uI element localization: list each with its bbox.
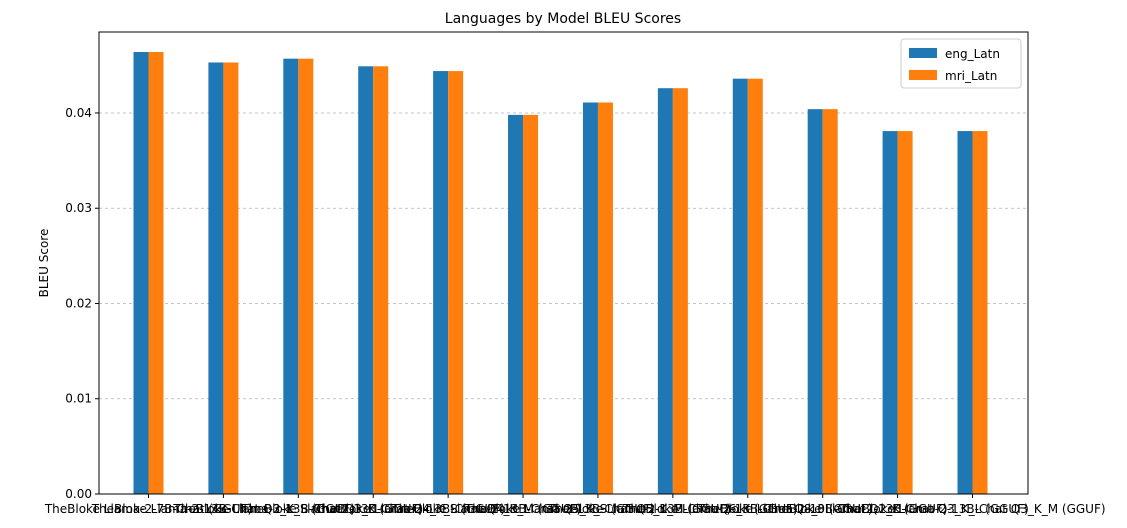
bar-mri-latn-2 xyxy=(223,62,239,494)
bar-mri-latn-6 xyxy=(523,114,539,494)
x-tick-label: TheBloke Llama-2-13B-Chat Q8_0 (GGUF) xyxy=(622,502,873,516)
x-tick-label: TheBloke Llama-2-13B-Chat Q6_K (GGUF) xyxy=(547,502,798,516)
bar-eng-latn-9 xyxy=(732,78,748,495)
grid-lines xyxy=(99,112,1028,400)
bar-mri-latn-7 xyxy=(597,102,613,494)
bar-mri-latn-4 xyxy=(373,66,389,494)
bar-eng-latn-1 xyxy=(133,52,149,495)
x-tick-label: TheBloke Llama-2-13B-Chat Q3_K (GGUF) xyxy=(172,502,423,516)
x-axis-ticks: TheBloke Llama-2-7B-Chat (GGUF)TheBloke … xyxy=(44,494,1106,516)
bar-mri-latn-3 xyxy=(298,58,314,494)
bar-eng-latn-2 xyxy=(208,62,224,494)
bar-eng-latn-11 xyxy=(882,131,898,494)
y-tick-label: 0.00 xyxy=(65,487,92,501)
y-tick-label: 0.04 xyxy=(65,106,92,120)
y-tick-label: 0.01 xyxy=(65,392,92,406)
x-tick-label: TheBloke Llama-2-13B-Chat Q4_K_M (GGUF) xyxy=(314,502,581,516)
x-tick-label: TheBloke Llama-2-7B-Chat (GGUF) xyxy=(44,502,252,516)
x-tick-label: TheBloke Llama-2-13B-Chat Q3_K_S (GGUF) xyxy=(91,502,355,516)
bar-mri-latn-12 xyxy=(972,131,988,494)
x-tick-label: TheBloke Llama-2-13B-Chat Q5_K_M (GGUF) xyxy=(464,502,731,516)
bar-mri-latn-1 xyxy=(148,52,164,495)
legend-label: eng_Latn xyxy=(945,47,1000,61)
bar-mri-latn-9 xyxy=(747,78,763,495)
bar-eng-latn-12 xyxy=(957,131,973,494)
x-tick-label: TheBloke Llama-2-13B-Chat Q2_K (GGUF) xyxy=(697,502,948,516)
bar-mri-latn-5 xyxy=(448,71,464,495)
y-axis-ticks: 0.00 0.01 0.02 0.03 0.04 xyxy=(65,106,99,501)
bar-mri-latn-11 xyxy=(897,131,913,494)
legend-label: mri_Latn xyxy=(945,69,997,83)
legend-swatch xyxy=(909,70,937,80)
plot-frame xyxy=(98,31,1029,495)
legend: eng_Latn mri_Latn xyxy=(900,38,1022,89)
legend-swatch xyxy=(909,48,937,58)
bar-eng-latn-6 xyxy=(508,114,524,494)
bar-eng-latn-7 xyxy=(582,102,598,494)
bar-eng-latn-10 xyxy=(807,109,823,495)
y-tick-label: 0.02 xyxy=(65,296,92,310)
x-tick-label: TheBloke Llama-2-13B-Chat Q4_K_S (GGUF) xyxy=(241,502,505,516)
x-tick-label: TheBloke Llama-2-13B-Chat Q5_K_S (GGUF) xyxy=(390,502,654,516)
chart-title: Languages by Model BLEU Scores xyxy=(445,11,681,27)
bars xyxy=(133,52,988,495)
x-tick-label: TheBloke Llama-2-13B-Chat Q3_K_L (GGUF) xyxy=(765,502,1028,516)
bar-eng-latn-5 xyxy=(433,71,449,495)
bar-eng-latn-8 xyxy=(657,88,673,495)
bar-mri-latn-8 xyxy=(672,88,688,495)
x-tick-label: TheBloke Llama-2-13B-Chat Q3_K_M (GGUF) xyxy=(838,502,1105,516)
bar-mri-latn-10 xyxy=(822,109,838,495)
y-tick-label: 0.03 xyxy=(65,201,92,215)
bar-eng-latn-3 xyxy=(283,58,299,494)
y-axis-label: BLEU Score xyxy=(37,229,51,298)
bar-eng-latn-4 xyxy=(358,66,374,494)
